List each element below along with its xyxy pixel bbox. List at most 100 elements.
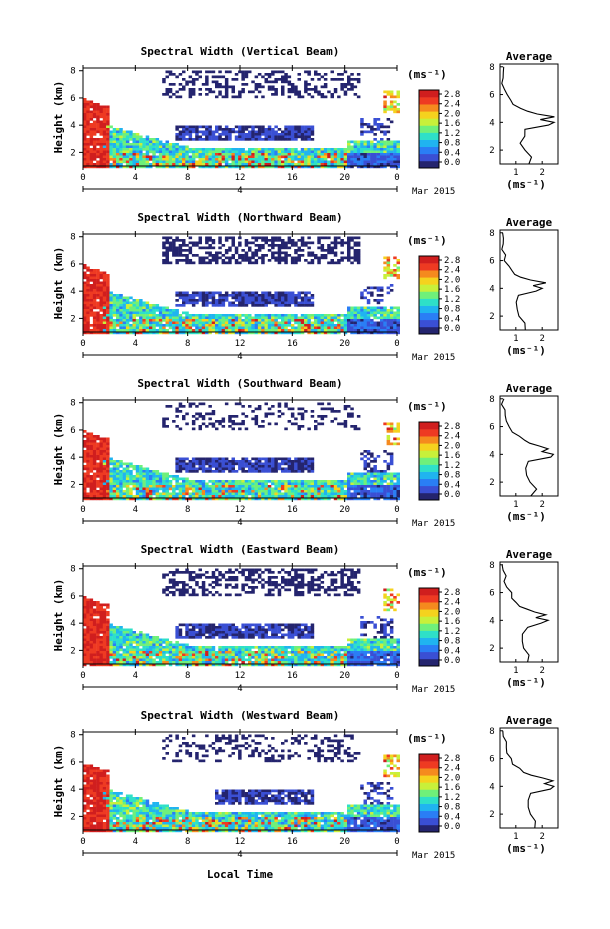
heatmap-cell [317, 492, 321, 496]
heatmap-cell [231, 324, 235, 327]
heatmap-cell [109, 319, 113, 322]
heatmap-cell [297, 301, 301, 305]
heatmap-cell [83, 485, 87, 488]
heatmap-cell [92, 455, 97, 458]
heatmap-cell [99, 291, 103, 295]
heatmap-cell [92, 140, 97, 144]
heatmap-cell [370, 163, 374, 166]
heatmap-cell [254, 135, 259, 139]
heatmap-cell [347, 326, 351, 330]
heatmap-cell [96, 281, 100, 285]
heatmap-cell [264, 130, 268, 134]
heatmap-cell [386, 150, 391, 154]
heatmap-cell [211, 304, 216, 307]
heatmap-cell [152, 311, 156, 315]
heatmap-cell [198, 467, 202, 471]
heatmap-cell [155, 145, 160, 149]
heatmap-cell [116, 497, 120, 501]
heatmap-cell [112, 296, 117, 300]
heatmap-cell [191, 324, 196, 327]
heatmap-cell [218, 75, 222, 79]
heatmap-cell [198, 321, 202, 325]
heatmap-cell [373, 324, 377, 327]
heatmap-cell [370, 475, 374, 478]
heatmap-cell [89, 475, 94, 478]
heatmap-cell [188, 402, 193, 406]
heatmap-cell [297, 294, 301, 297]
heatmap-cell [284, 467, 288, 471]
heatmap-cell [353, 158, 358, 161]
heatmap-cell [231, 296, 235, 300]
heatmap-cell [92, 286, 97, 290]
heatmap-cell [228, 425, 232, 428]
heatmap-cell [195, 73, 199, 76]
heatmap-cell [116, 296, 120, 300]
heatmap-cell [83, 150, 87, 154]
heatmap-cell [221, 296, 226, 300]
heatmap-cell [83, 316, 87, 320]
heatmap-cell [198, 88, 202, 91]
heatmap-cell [198, 427, 202, 431]
heatmap-cell [234, 155, 239, 159]
heatmap-cell [205, 236, 209, 240]
heatmap-cell [188, 467, 193, 471]
heatmap-cell [132, 133, 136, 136]
heatmap-cell [172, 239, 176, 242]
heatmap-cell [310, 482, 315, 486]
heatmap-cell [208, 467, 212, 471]
heatmap-cell [122, 145, 127, 149]
heatmap-cell [267, 138, 272, 141]
heatmap-cell [353, 495, 358, 498]
heatmap-cell [287, 294, 292, 297]
heatmap-cell [135, 485, 140, 488]
heatmap-cell [178, 329, 183, 332]
heatmap-cell [271, 299, 275, 302]
heatmap-cell [274, 251, 278, 255]
heatmap-cell [224, 80, 229, 84]
heatmap-cell [251, 256, 255, 260]
heatmap-cell [389, 148, 394, 151]
heatmap-cell [281, 130, 285, 134]
heatmap-cell [353, 487, 358, 491]
heatmap-cell [307, 329, 311, 332]
heatmap-cell [244, 244, 249, 247]
heatmap-cell [106, 480, 110, 483]
heatmap-cell [363, 324, 367, 327]
heatmap-cell [175, 128, 179, 131]
heatmap-cell [294, 249, 298, 252]
heatmap-cell [327, 165, 331, 169]
heatmap-cell [106, 276, 110, 280]
heatmap-cell [383, 326, 387, 330]
heatmap-cell [188, 259, 193, 262]
heatmap-cell [185, 150, 189, 154]
heatmap-cell [300, 125, 305, 129]
average-x-tick-label: 1 [513, 334, 518, 344]
heatmap-cell [347, 160, 351, 164]
heatmap-cell [370, 495, 374, 498]
heatmap-cell [264, 78, 268, 81]
heatmap-cell [297, 291, 301, 295]
heatmap-cell [366, 321, 371, 325]
heatmap-cell [343, 85, 348, 89]
heatmap-cell [241, 249, 245, 252]
heatmap-cell [195, 160, 199, 164]
heatmap-cell [198, 130, 202, 134]
heatmap-cell [320, 244, 325, 247]
heatmap-cell [327, 482, 331, 486]
heatmap-cell [353, 148, 358, 151]
heatmap-cell [145, 143, 150, 146]
heatmap-cell [185, 311, 189, 315]
heatmap-cell [96, 326, 100, 330]
heatmap-cell [363, 165, 367, 169]
heatmap-cell [139, 311, 143, 315]
heatmap-cell [353, 306, 358, 310]
heatmap-cell [294, 490, 298, 493]
heatmap-cell [254, 88, 259, 91]
heatmap-cell [96, 311, 100, 315]
heatmap-cell [314, 256, 318, 260]
heatmap-cell [347, 412, 351, 416]
heatmap-cell [264, 402, 268, 406]
heatmap-cell [287, 165, 292, 169]
heatmap-cell [102, 497, 107, 501]
heatmap-cell [294, 244, 298, 247]
